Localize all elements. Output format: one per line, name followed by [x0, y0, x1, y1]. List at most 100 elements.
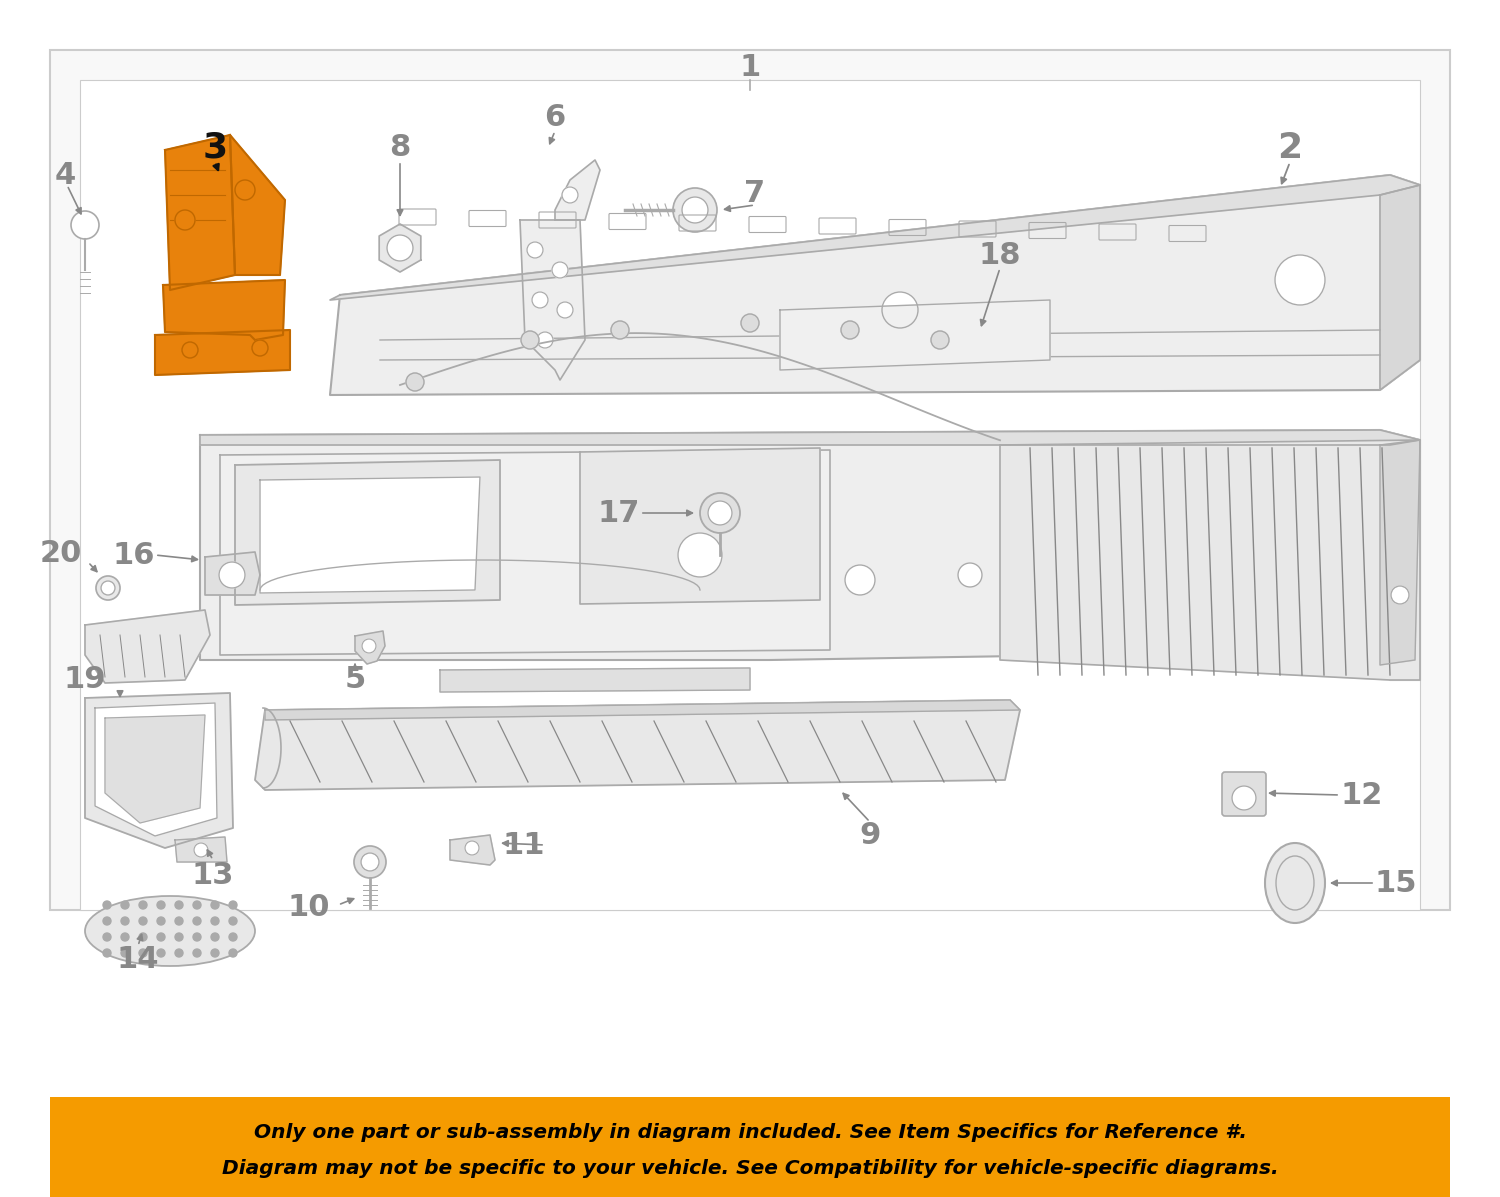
Ellipse shape: [86, 897, 255, 966]
Polygon shape: [94, 703, 218, 836]
Circle shape: [844, 565, 874, 595]
Polygon shape: [330, 175, 1420, 395]
Text: 14: 14: [117, 946, 159, 974]
Circle shape: [100, 581, 116, 595]
Circle shape: [1275, 255, 1324, 305]
Polygon shape: [220, 450, 830, 655]
Text: 4: 4: [54, 160, 75, 189]
Circle shape: [176, 901, 183, 909]
Text: 1: 1: [740, 54, 760, 83]
Circle shape: [556, 302, 573, 318]
Polygon shape: [176, 837, 226, 862]
Text: 20: 20: [39, 539, 82, 567]
Circle shape: [176, 949, 183, 956]
Circle shape: [882, 292, 918, 328]
Circle shape: [708, 502, 732, 525]
Text: 7: 7: [744, 178, 765, 207]
Text: 2: 2: [1278, 130, 1302, 165]
Polygon shape: [780, 300, 1050, 370]
Circle shape: [682, 198, 708, 223]
Polygon shape: [154, 330, 290, 375]
Text: 9: 9: [859, 820, 880, 850]
Circle shape: [211, 932, 219, 941]
Circle shape: [552, 262, 568, 278]
Circle shape: [158, 932, 165, 941]
Text: Only one part or sub-assembly in diagram included. See Item Specifics for Refere: Only one part or sub-assembly in diagram…: [254, 1124, 1246, 1142]
Circle shape: [122, 949, 129, 956]
Polygon shape: [206, 552, 260, 595]
Circle shape: [674, 188, 717, 232]
Circle shape: [387, 235, 412, 261]
Text: 6: 6: [544, 103, 566, 133]
Circle shape: [194, 949, 201, 956]
Polygon shape: [356, 631, 386, 664]
Polygon shape: [230, 135, 285, 275]
Circle shape: [252, 340, 268, 356]
Circle shape: [140, 901, 147, 909]
Polygon shape: [555, 160, 600, 220]
Circle shape: [211, 917, 219, 925]
Text: 18: 18: [978, 241, 1022, 269]
Polygon shape: [86, 610, 210, 683]
Circle shape: [465, 841, 478, 855]
Circle shape: [158, 901, 165, 909]
Circle shape: [158, 917, 165, 925]
Circle shape: [158, 949, 165, 956]
Text: 19: 19: [63, 666, 106, 694]
Circle shape: [104, 901, 111, 909]
Bar: [80, 80, 1420, 910]
Circle shape: [230, 901, 237, 909]
Polygon shape: [255, 700, 1020, 790]
Circle shape: [520, 332, 538, 350]
Circle shape: [230, 949, 237, 956]
Circle shape: [194, 843, 208, 857]
Circle shape: [537, 332, 554, 348]
Text: 10: 10: [288, 893, 330, 923]
Polygon shape: [450, 836, 495, 865]
Text: 8: 8: [390, 134, 411, 163]
Circle shape: [362, 639, 376, 654]
Polygon shape: [236, 460, 500, 604]
Text: 11: 11: [503, 831, 544, 859]
Text: 12: 12: [1340, 780, 1383, 809]
Polygon shape: [165, 135, 236, 290]
Text: 16: 16: [112, 541, 154, 570]
Circle shape: [140, 917, 147, 925]
Circle shape: [194, 901, 201, 909]
Circle shape: [526, 242, 543, 259]
Polygon shape: [200, 430, 1420, 445]
Polygon shape: [380, 224, 422, 272]
Circle shape: [1390, 587, 1408, 604]
Text: 15: 15: [1376, 869, 1417, 898]
Circle shape: [230, 932, 237, 941]
Circle shape: [176, 932, 183, 941]
Circle shape: [176, 917, 183, 925]
Circle shape: [104, 932, 111, 941]
Text: 13: 13: [192, 861, 234, 889]
Text: 17: 17: [597, 498, 640, 528]
Circle shape: [1232, 786, 1256, 810]
Polygon shape: [1380, 440, 1420, 666]
FancyBboxPatch shape: [1222, 772, 1266, 816]
Text: 3: 3: [202, 130, 228, 165]
Circle shape: [958, 563, 982, 587]
Circle shape: [230, 917, 237, 925]
Circle shape: [842, 321, 860, 339]
Polygon shape: [580, 448, 820, 604]
Circle shape: [219, 563, 245, 588]
Circle shape: [104, 949, 111, 956]
Polygon shape: [200, 430, 1420, 680]
Circle shape: [96, 576, 120, 600]
Circle shape: [354, 846, 386, 879]
Circle shape: [236, 180, 255, 200]
Circle shape: [610, 321, 628, 339]
Polygon shape: [164, 280, 285, 340]
Polygon shape: [520, 220, 585, 379]
Polygon shape: [1380, 186, 1420, 390]
Circle shape: [932, 332, 950, 350]
Circle shape: [678, 533, 722, 577]
Circle shape: [406, 373, 424, 391]
Bar: [50, 50, 1450, 910]
Circle shape: [362, 853, 380, 871]
Circle shape: [122, 917, 129, 925]
